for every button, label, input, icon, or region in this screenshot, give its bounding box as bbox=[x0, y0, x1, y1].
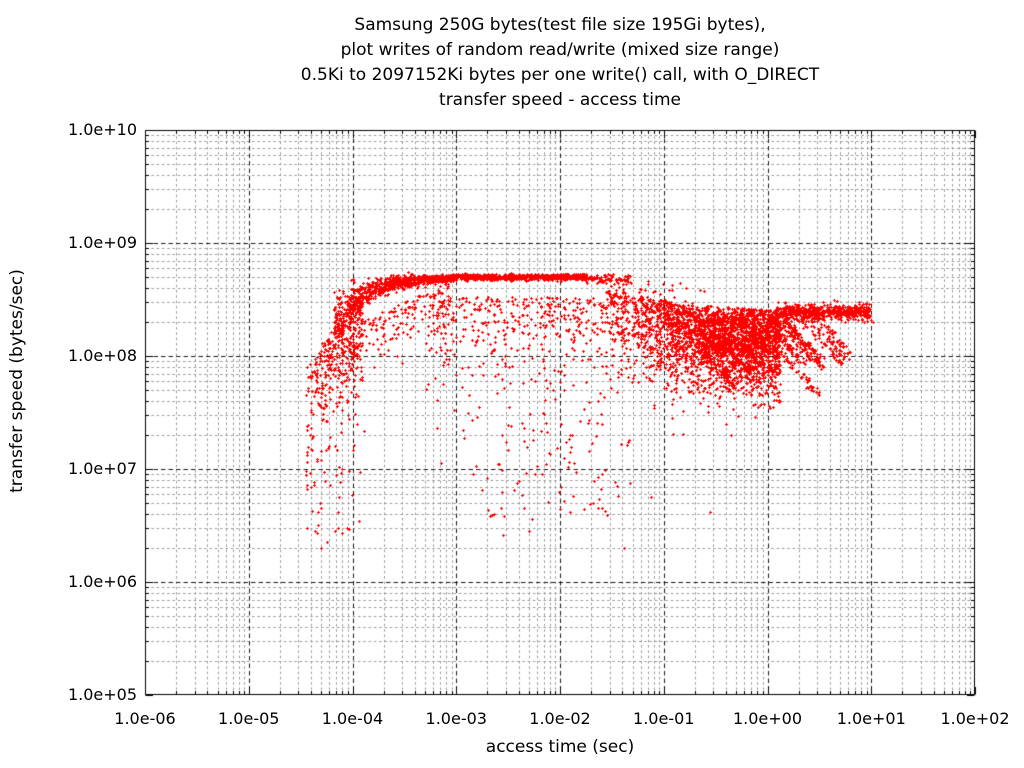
y-tick-label: 1.0e+05 bbox=[67, 685, 137, 704]
y-tick-label: 1.0e+07 bbox=[67, 459, 137, 478]
y-tick-label: 1.0e+10 bbox=[67, 120, 137, 139]
chart-title-line-4: transfer speed - access time bbox=[439, 90, 681, 110]
x-tick-label: 1.0e-02 bbox=[529, 709, 591, 728]
x-tick-label: 1.0e-04 bbox=[321, 709, 384, 728]
chart-title: Samsung 250G bytes(test file size 195Gi … bbox=[145, 13, 975, 113]
chart-title-line-2: plot writes of random read/write (mixed … bbox=[340, 40, 780, 60]
chart-title-line-3: 0.5Ki to 2097152Ki bytes per one write()… bbox=[300, 65, 820, 85]
x-axis-label: access time (sec) bbox=[485, 737, 635, 757]
chart-title-line-1: Samsung 250G bytes(test file size 195Gi … bbox=[354, 15, 766, 35]
x-tick-label: 1.0e+00 bbox=[732, 709, 803, 728]
x-tick-label: 1.0e-01 bbox=[633, 709, 695, 728]
y-tick-label: 1.0e+09 bbox=[67, 233, 137, 252]
y-tick-label: 1.0e+06 bbox=[67, 572, 137, 591]
x-tick-label: 1.0e+01 bbox=[836, 709, 906, 728]
y-axis-label: transfer speed (bytes/sec) bbox=[7, 269, 27, 493]
y-tick-label: 1.0e+08 bbox=[67, 346, 137, 365]
x-tick-label: 1.0e-05 bbox=[218, 709, 280, 728]
x-tick-label: 1.0e+02 bbox=[940, 709, 1010, 728]
x-tick-label: 1.0e-06 bbox=[114, 709, 176, 728]
x-tick-label: 1.0e-03 bbox=[425, 709, 487, 728]
